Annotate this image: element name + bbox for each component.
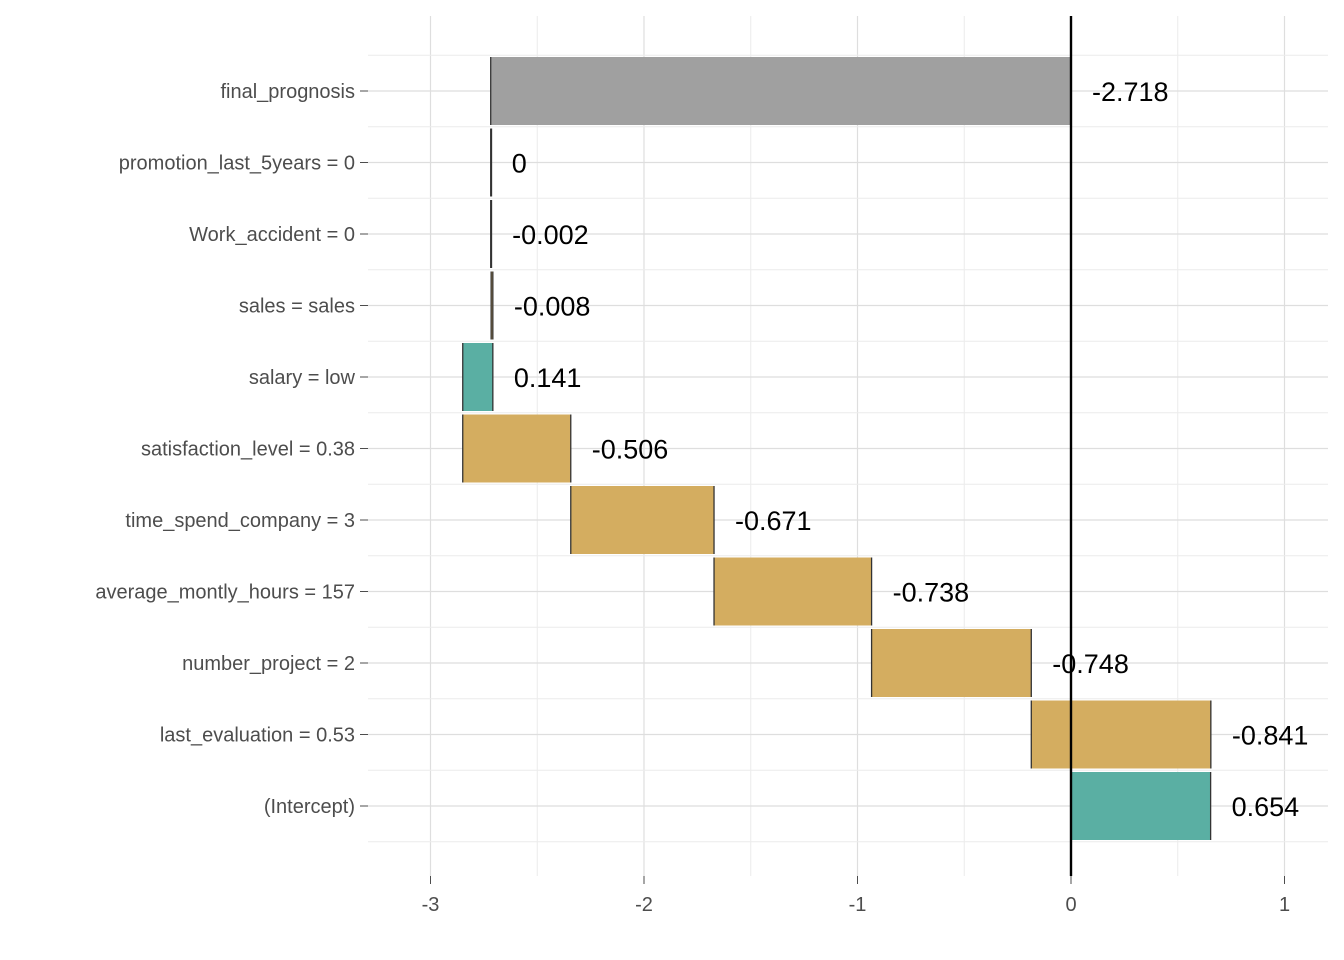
- value-label: -0.671: [735, 506, 812, 536]
- y-tick-label: promotion_last_5years = 0: [119, 153, 355, 175]
- y-tick-label: time_spend_company = 3: [125, 510, 355, 532]
- bars: [462, 16, 1212, 876]
- value-label: 0.141: [514, 363, 582, 393]
- value-label: -0.738: [893, 578, 970, 608]
- waterfall-bar: [1031, 700, 1211, 769]
- y-axis-labels: final_prognosis promotion_last_5years = 0…: [95, 81, 368, 818]
- y-tick-label: average_montly_hours = 157: [95, 582, 355, 604]
- y-tick-label: (Intercept): [264, 796, 355, 818]
- x-tick-label: 0: [1065, 894, 1076, 916]
- y-tick-label: final_prognosis: [220, 81, 355, 103]
- value-label: -0.506: [592, 435, 669, 465]
- waterfall-bar: [490, 57, 1071, 125]
- y-tick-label: Work_accident = 0: [189, 224, 355, 246]
- x-axis-labels: -3 -2 -1 0 1: [422, 876, 1290, 916]
- y-tick-label: sales = sales: [239, 296, 355, 318]
- value-labels: -2.718 0 -0.002 -0.008 0.141 -0.506 -0.671 -0.7…: [512, 77, 1309, 822]
- y-tick-label: number_project = 2: [182, 653, 355, 675]
- value-label: -0.841: [1232, 721, 1309, 751]
- x-tick-label: -3: [422, 894, 440, 916]
- x-tick-label: -1: [849, 894, 867, 916]
- value-label: -0.008: [514, 292, 591, 322]
- y-tick-label: last_evaluation = 0.53: [160, 725, 355, 747]
- value-label: -0.748: [1052, 649, 1129, 679]
- x-tick-label: -2: [635, 894, 653, 916]
- value-label: -2.718: [1092, 77, 1169, 107]
- waterfall-bar: [714, 557, 872, 626]
- waterfall-bar: [570, 486, 715, 554]
- waterfall-bar: [462, 343, 493, 411]
- value-label: 0: [512, 149, 527, 179]
- value-label: -0.002: [512, 220, 589, 250]
- value-label: 0.654: [1232, 792, 1300, 822]
- waterfall-bar: [491, 271, 493, 340]
- grid: [368, 16, 1328, 876]
- x-tick-label: 1: [1279, 894, 1290, 916]
- y-tick-label: salary = low: [249, 367, 356, 389]
- y-tick-label: satisfaction_level = 0.38: [141, 439, 355, 461]
- waterfall-bar: [871, 629, 1032, 697]
- waterfall-bar: [462, 414, 571, 483]
- waterfall-bar: [1071, 772, 1211, 840]
